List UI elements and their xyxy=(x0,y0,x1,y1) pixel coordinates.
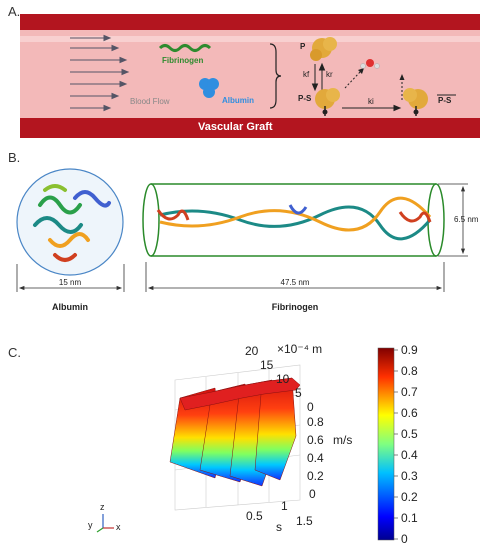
albumin-size-label: 15 nm xyxy=(58,278,82,287)
velocity-surface xyxy=(169,377,301,487)
water-molecule-icon xyxy=(360,59,380,69)
state-p-label: P xyxy=(300,42,306,51)
fibrinogen-cylinder xyxy=(142,183,445,257)
dashed-arrows xyxy=(344,71,403,100)
s-tick-1.5: 1.5 xyxy=(296,514,313,528)
protein-ps-icon xyxy=(315,88,340,116)
top-axis-tick-15: 15 xyxy=(260,358,274,372)
lumen-highlight xyxy=(20,36,480,42)
colorbar-tick-0.8: 0.8 xyxy=(401,364,418,378)
brace-icon xyxy=(269,43,282,109)
panel-c-label: C. xyxy=(8,345,21,360)
protein-ps-bar-icon xyxy=(403,88,428,116)
ki-label: ki xyxy=(368,97,374,106)
colorbar-tick-0.2: 0.2 xyxy=(401,490,418,504)
panel-a-label: A. xyxy=(8,4,21,19)
top-axis-tick-20: 20 xyxy=(245,344,259,358)
state-ps-bar-label: P-S xyxy=(438,96,452,105)
albumin-dimension-line xyxy=(16,264,125,292)
axis-triad-icon xyxy=(96,514,114,533)
s-tick-1: 1 xyxy=(281,499,288,513)
vessel-lumen xyxy=(20,30,480,118)
albumin-label: Albumin xyxy=(222,96,254,105)
triad-y-label: y xyxy=(88,520,93,530)
albumin-caption: Albumin xyxy=(52,302,88,312)
fibrinogen-length-label: 47.5 nm xyxy=(280,278,310,287)
fibrinogen-ribbon-icon xyxy=(156,196,432,241)
kf-kr-arrows xyxy=(311,62,326,92)
z-tick-0.2: 0.2 xyxy=(307,469,324,483)
z-tick-0.4: 0.4 xyxy=(307,451,324,465)
dashed-arrowhead-2 xyxy=(399,74,405,80)
colorbar-tick-0.4: 0.4 xyxy=(401,448,418,462)
vessel-wall-bottom xyxy=(20,118,480,138)
z-tick-0.8: 0.8 xyxy=(307,415,324,429)
fibrinogen-diameter-label: 6.5 nm xyxy=(454,215,479,224)
triad-x-label: x xyxy=(116,522,121,532)
triad-z-label: z xyxy=(100,502,105,512)
dashed-arrowhead-1 xyxy=(358,68,364,74)
colorbar-tick-0.1: 0.1 xyxy=(401,511,418,525)
z-tick-0: 0 xyxy=(309,487,316,501)
kf-label: kf xyxy=(303,70,310,79)
fibrinogen-caption: Fibrinogen xyxy=(271,302,319,312)
protein-p-icon xyxy=(310,37,337,61)
colorbar-tick-0.5: 0.5 xyxy=(401,427,418,441)
vascular-graft-label: Vascular Graft xyxy=(198,121,273,133)
blood-flow-label: Blood Flow xyxy=(130,97,170,106)
colorbar-tick-0.7: 0.7 xyxy=(401,385,418,399)
top-axis-tick-5: 5 xyxy=(295,386,302,400)
fibrinogen-length-dimension xyxy=(145,262,445,292)
s-tick-0.5: 0.5 xyxy=(246,509,263,523)
fibrinogen-molecule-icon xyxy=(158,44,212,52)
panel-b-label: B. xyxy=(8,150,21,165)
colorbar-tick-0.6: 0.6 xyxy=(401,406,418,420)
colorbar-tick-0.3: 0.3 xyxy=(401,469,418,483)
colorbar-tick-0: 0 xyxy=(401,532,408,546)
colorbar-tick-marks xyxy=(394,349,398,540)
z-tick-0.6: 0.6 xyxy=(307,433,324,447)
top-axis-tick-10: 10 xyxy=(276,372,290,386)
top-axis-tick-0: 0 xyxy=(307,400,314,414)
colorbar xyxy=(377,347,395,541)
colorbar-tick-0.9: 0.9 xyxy=(401,343,418,357)
fibrinogen-diameter-dimension xyxy=(438,183,468,257)
albumin-structure-circle xyxy=(16,168,124,276)
kr-label: kr xyxy=(326,70,333,79)
z-axis-unit: m/s xyxy=(333,433,353,447)
ki-arrow xyxy=(342,104,402,112)
albumin-ribbon-icon xyxy=(33,184,111,262)
fibrinogen-label: Fibrinogen xyxy=(162,56,204,65)
state-ps-label: P-S xyxy=(298,94,312,103)
s-axis-label: s xyxy=(276,520,282,534)
top-axis-unit: ×10⁻⁴ m xyxy=(277,342,323,356)
vessel-wall-top xyxy=(20,14,480,30)
albumin-molecule-icon xyxy=(199,78,219,98)
blood-flow-arrows xyxy=(70,34,130,112)
